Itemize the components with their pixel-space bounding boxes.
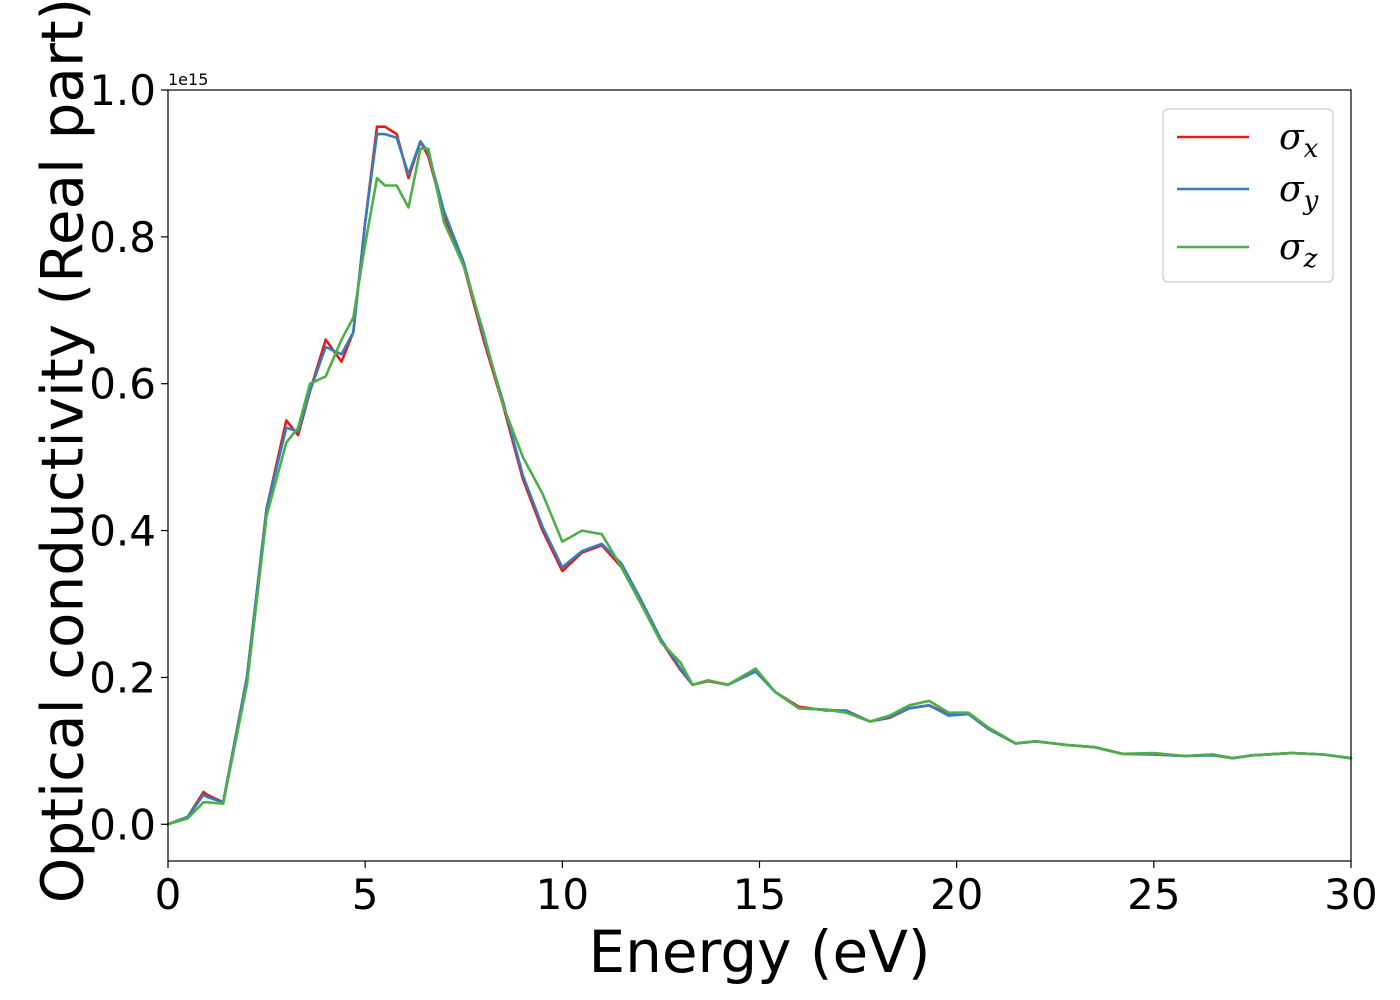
y-axis-title: Optical conductivity (Real part) [28,0,96,903]
x-axis: 0 5 10 15 20 25 30 [155,861,1378,919]
x-axis-title: Energy (eV) [588,918,930,986]
legend-subscript: x [1304,134,1319,164]
legend-subscript: y [1303,186,1319,216]
y-axis-offset-label: 1e15 [168,70,208,89]
legend-symbol: σ [1279,117,1305,158]
legend-symbol: σ [1279,169,1305,210]
y-tick-label: 0.8 [89,213,156,262]
x-tick-label: 15 [733,870,786,919]
y-tick-label: 0.0 [89,800,156,849]
x-tick-label: 0 [155,870,182,919]
legend-frame [1162,108,1334,283]
y-tick-label: 0.2 [89,653,156,702]
legend-label-z: σz [1279,227,1318,274]
x-tick-label: 5 [352,870,379,919]
y-axis: 0.0 0.2 0.4 0.6 0.8 1.0 [89,66,168,849]
legend-label-y: σy [1279,169,1319,216]
legend-subscript: z [1303,244,1318,274]
legend-label-x: σx [1279,117,1319,164]
x-tick-label: 10 [536,870,589,919]
series-layer [166,125,1353,826]
y-tick-label: 0.4 [89,507,156,556]
x-tick-label: 20 [930,870,983,919]
legend-symbol: σ [1279,227,1305,268]
y-tick-label: 0.6 [89,360,156,409]
y-tick-label: 1.0 [89,66,156,115]
x-tick-label: 30 [1324,870,1377,919]
series-line-z [166,147,1353,826]
x-tick-label: 25 [1127,870,1180,919]
